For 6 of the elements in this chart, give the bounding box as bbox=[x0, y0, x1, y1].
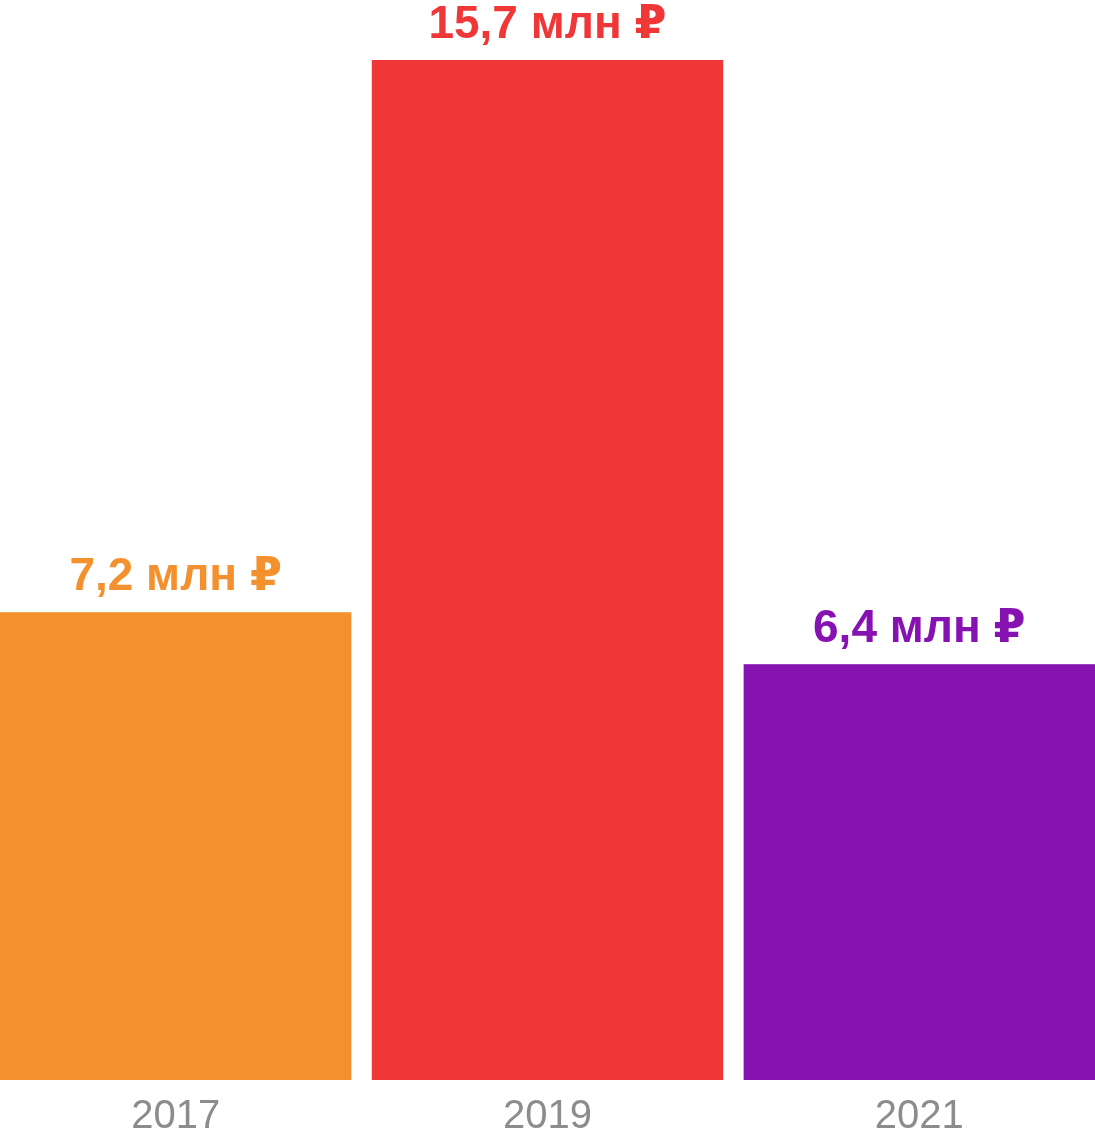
data-label: 7,2 млн ₽ bbox=[69, 548, 282, 601]
x-tick-label: 2021 bbox=[874, 1092, 964, 1136]
data-label: 15,7 млн ₽ bbox=[428, 0, 667, 48]
x-tick-label: 2017 bbox=[131, 1092, 221, 1136]
data-label: 6,4 млн ₽ bbox=[813, 600, 1026, 653]
x-tick-label: 2019 bbox=[503, 1092, 592, 1136]
